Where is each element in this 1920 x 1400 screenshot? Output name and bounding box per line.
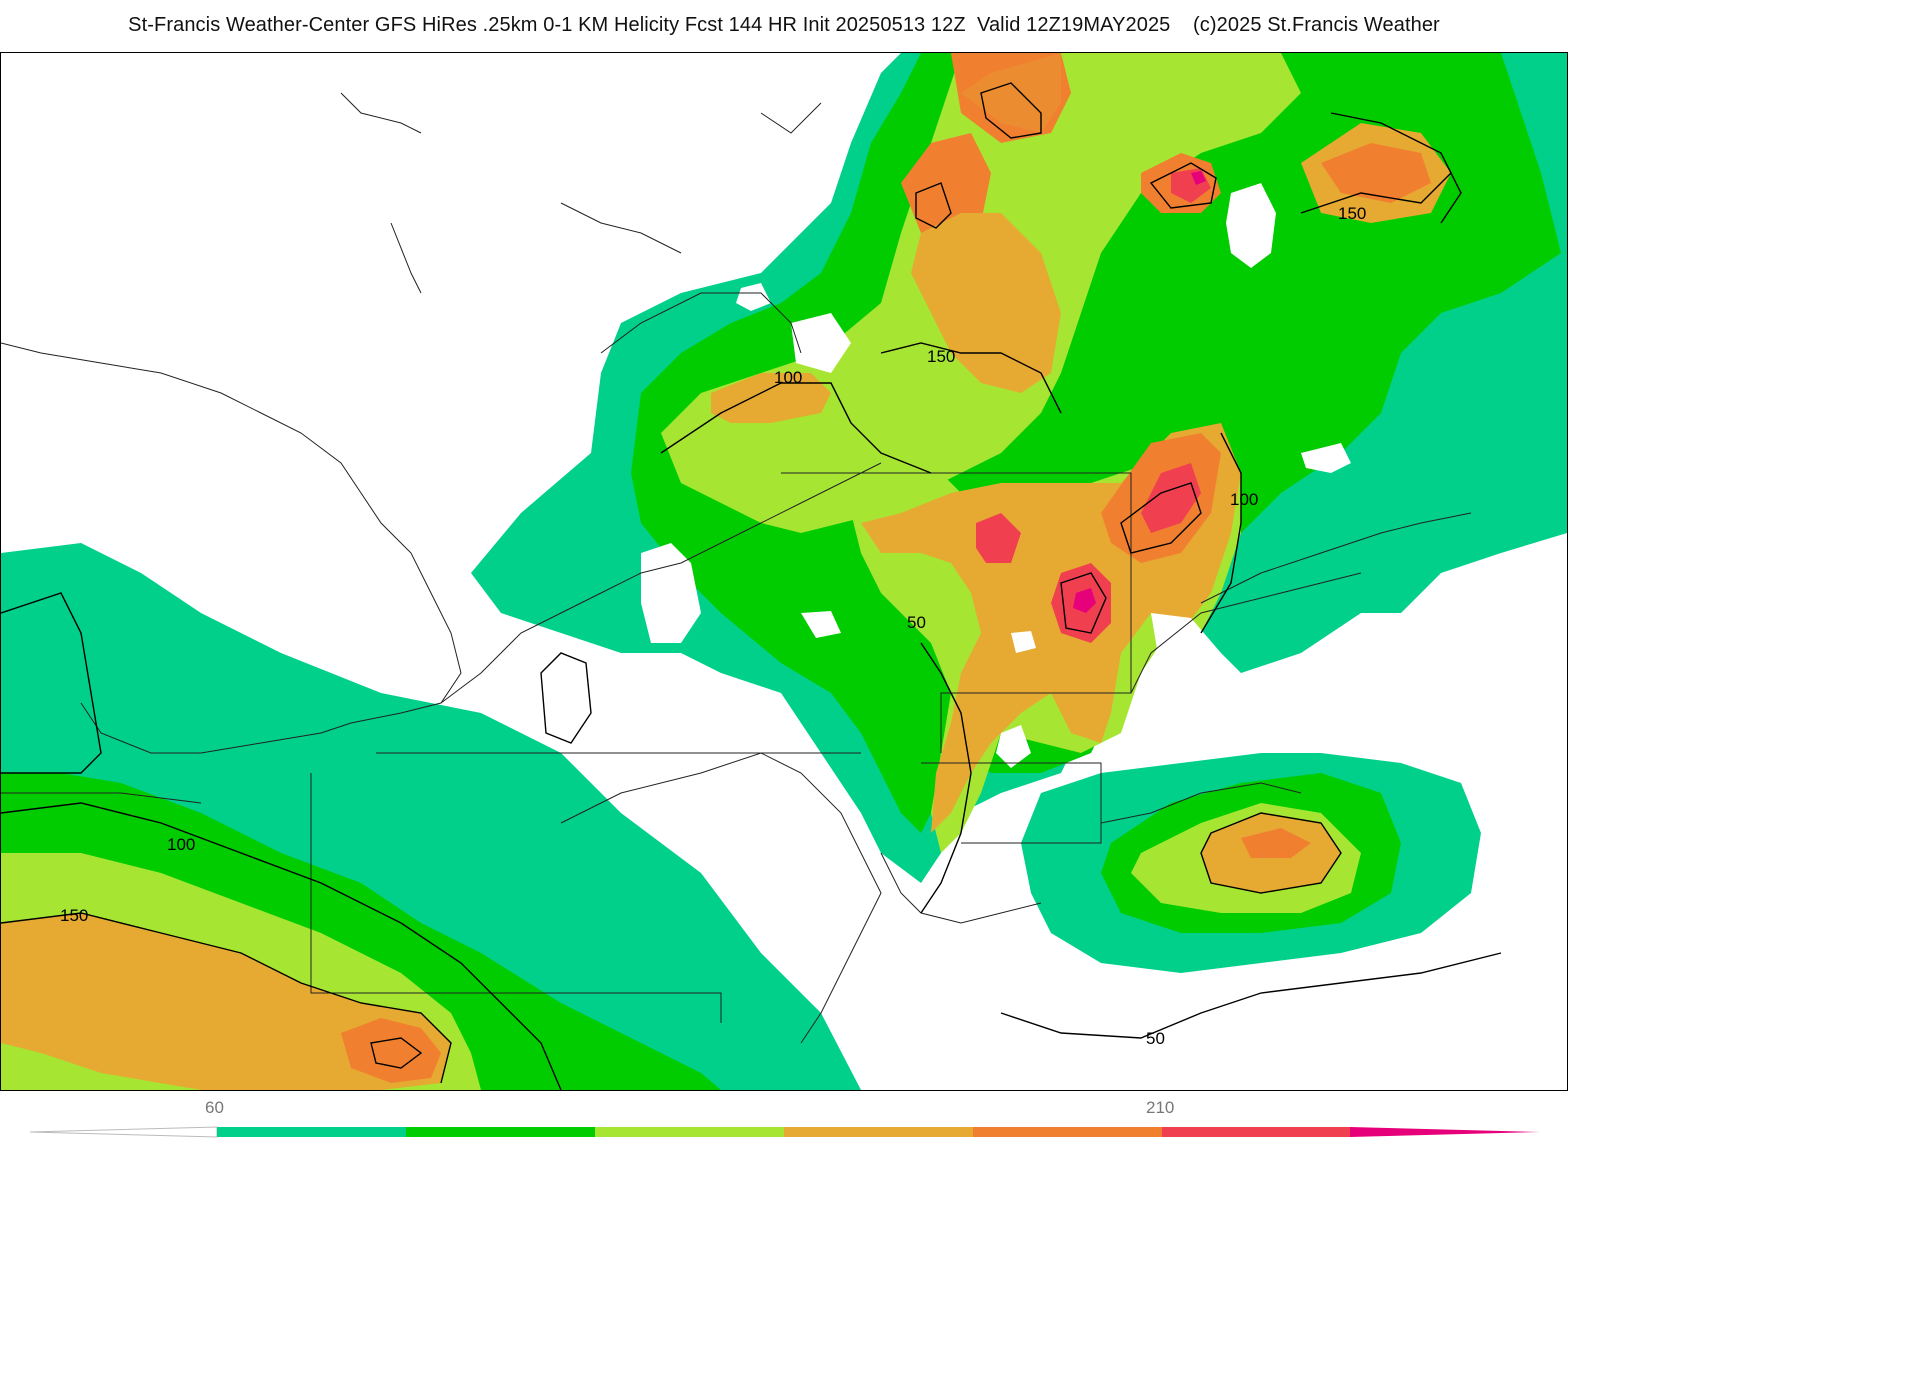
contour-label: 150: [927, 347, 955, 366]
contour-label: 150: [60, 906, 88, 925]
colorbar-right-triangle: [1350, 1127, 1540, 1137]
colorbar-segment: [595, 1127, 784, 1137]
map-title: St-Francis Weather-Center GFS HiRes .25k…: [128, 14, 1440, 36]
contour-label: 50: [1146, 1029, 1165, 1048]
colorbar-segment: [406, 1127, 595, 1137]
colorbar-tick-60: 60: [205, 1098, 224, 1117]
colorbar-segment: [217, 1127, 406, 1137]
contour-label-group: 100 150 50 100 100 150 150 50: [60, 204, 1366, 1048]
geographic-boundaries: [1, 92, 1472, 1044]
contour-label: 100: [774, 368, 802, 387]
colorbar-segment: [973, 1127, 1162, 1137]
contour-label: 100: [167, 835, 195, 854]
lake-cutouts: [641, 183, 1351, 768]
colorbar-tick-210: 210: [1146, 1098, 1175, 1117]
colorbar: [29, 1126, 1540, 1138]
colorbar-segment: [784, 1127, 973, 1137]
contour-label: 100: [1230, 490, 1258, 509]
helicity-fill-southeast: [1021, 753, 1481, 973]
colorbar-segment: [1162, 1127, 1351, 1137]
colorbar-left-triangle: [29, 1126, 218, 1138]
helicity-map: 100 150 50 100 100 150 150 50: [0, 52, 1568, 1091]
contour-label: 150: [1338, 204, 1366, 223]
colorbar-segments: [217, 1127, 1351, 1137]
contour-label: 50: [907, 613, 926, 632]
helicity-contours: [1, 82, 1502, 1090]
helicity-fill-central-north: [471, 53, 1567, 883]
helicity-fill-southwest: [1, 543, 861, 1090]
